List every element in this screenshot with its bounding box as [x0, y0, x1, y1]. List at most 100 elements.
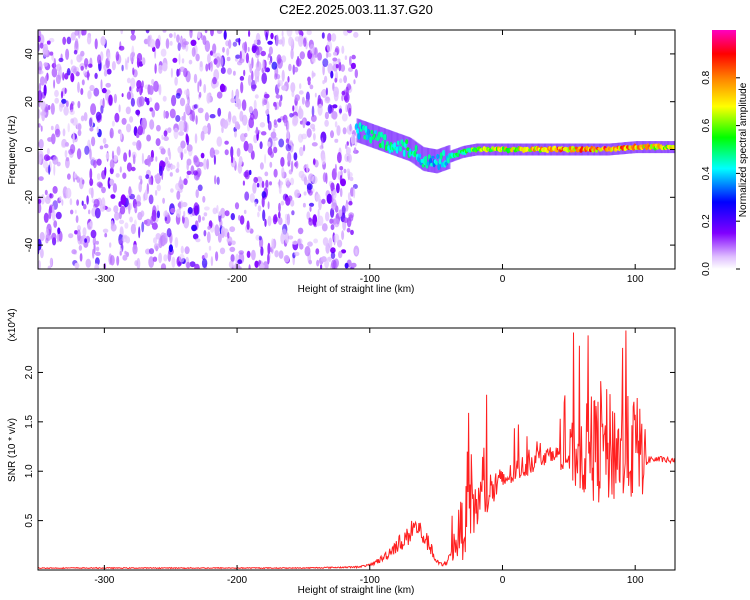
noise-speckle — [324, 119, 329, 127]
noise-speckle — [54, 89, 59, 98]
noise-speckle — [109, 159, 115, 170]
noise-speckle — [106, 68, 112, 75]
signal-halo — [431, 148, 434, 173]
noise-speckle — [57, 227, 61, 235]
signal-core — [413, 150, 417, 157]
noise-speckle — [250, 150, 255, 160]
noise-speckle — [96, 158, 102, 166]
noise-speckle — [308, 259, 313, 265]
signal-halo — [392, 131, 395, 156]
signal-halo — [411, 138, 414, 163]
noise-speckle — [336, 183, 340, 194]
noise-speckle — [61, 98, 67, 104]
noise-speckle — [353, 31, 359, 38]
noise-speckle — [297, 34, 304, 47]
noise-speckle — [330, 247, 336, 254]
noise-speckle — [220, 67, 226, 74]
noise-speckle — [238, 156, 243, 166]
noise-speckle — [305, 99, 310, 108]
noise-speckle — [313, 238, 318, 244]
noise-speckle — [235, 54, 241, 59]
noise-speckle — [234, 121, 240, 130]
noise-speckle — [333, 233, 340, 243]
noise-speckle — [294, 94, 300, 102]
noise-speckle — [229, 226, 236, 233]
noise-speckle — [150, 149, 154, 160]
noise-speckle — [353, 79, 356, 85]
noise-speckle — [113, 155, 118, 163]
noise-speckle — [112, 183, 117, 193]
signal-core — [396, 140, 400, 146]
noise-speckle — [148, 194, 154, 205]
noise-speckle — [291, 210, 295, 216]
noise-speckle — [251, 249, 256, 261]
noise-speckle — [118, 45, 125, 51]
noise-speckle — [268, 60, 271, 65]
noise-speckle — [301, 96, 305, 105]
noise-speckle — [183, 149, 187, 154]
noise-speckle — [89, 84, 95, 92]
noise-speckle — [265, 179, 269, 188]
noise-speckle — [311, 105, 315, 118]
noise-speckle — [228, 39, 232, 49]
noise-speckle — [312, 214, 318, 226]
noise-speckle — [161, 161, 166, 168]
noise-speckle — [287, 76, 290, 83]
noise-speckle — [317, 208, 320, 220]
noise-speckle — [324, 111, 329, 120]
snr-plot-area — [38, 328, 675, 570]
y-tick-label: 20 — [24, 96, 35, 108]
noise-speckle — [127, 56, 130, 64]
noise-speckle — [343, 75, 347, 84]
noise-speckle — [195, 115, 198, 125]
noise-speckle — [259, 122, 266, 128]
noise-speckle — [337, 239, 343, 248]
signal-core — [362, 125, 366, 131]
noise-speckle — [338, 250, 343, 259]
noise-speckle — [280, 200, 285, 206]
signal-halo — [422, 146, 425, 171]
noise-speckle — [129, 116, 134, 123]
noise-speckle — [40, 248, 44, 259]
noise-speckle — [46, 40, 51, 45]
noise-speckle — [118, 104, 121, 113]
noise-speckle — [235, 95, 239, 103]
signal-core — [378, 143, 382, 148]
noise-speckle — [339, 187, 343, 198]
noise-speckle — [97, 54, 102, 65]
noise-speckle — [53, 163, 56, 176]
noise-speckle — [212, 76, 217, 85]
noise-speckle — [223, 30, 227, 40]
noise-speckle — [56, 232, 60, 243]
noise-speckle — [186, 261, 191, 269]
noise-speckle — [75, 71, 80, 77]
signal-core — [357, 132, 361, 140]
colorbar-tick-label: 0.2 — [701, 214, 712, 228]
noise-speckle — [278, 217, 283, 226]
noise-speckle — [340, 249, 347, 254]
noise-speckle — [264, 218, 267, 227]
noise-speckle — [103, 143, 109, 149]
noise-speckle — [339, 78, 343, 84]
colorbar-tick-label: 0.8 — [701, 70, 712, 84]
noise-speckle — [287, 151, 292, 164]
noise-speckle — [111, 150, 115, 160]
noise-speckle — [339, 166, 344, 171]
noise-speckle — [344, 262, 349, 269]
colorbar-gradient — [712, 30, 736, 269]
noise-speckle — [43, 84, 47, 96]
signal-halo — [442, 147, 445, 172]
noise-speckle — [88, 117, 93, 128]
noise-speckle — [186, 174, 190, 179]
noise-speckle — [155, 156, 158, 162]
noise-speckle — [186, 170, 192, 175]
noise-speckle — [151, 209, 157, 222]
colorbar-label: Normalized spectral amplitude — [738, 82, 749, 217]
noise-speckle — [53, 57, 56, 68]
noise-speckle — [197, 184, 203, 192]
noise-speckle — [217, 107, 222, 117]
noise-speckle — [67, 123, 70, 133]
noise-speckle — [239, 215, 245, 225]
noise-speckle — [113, 205, 119, 214]
noise-speckle — [50, 103, 55, 115]
